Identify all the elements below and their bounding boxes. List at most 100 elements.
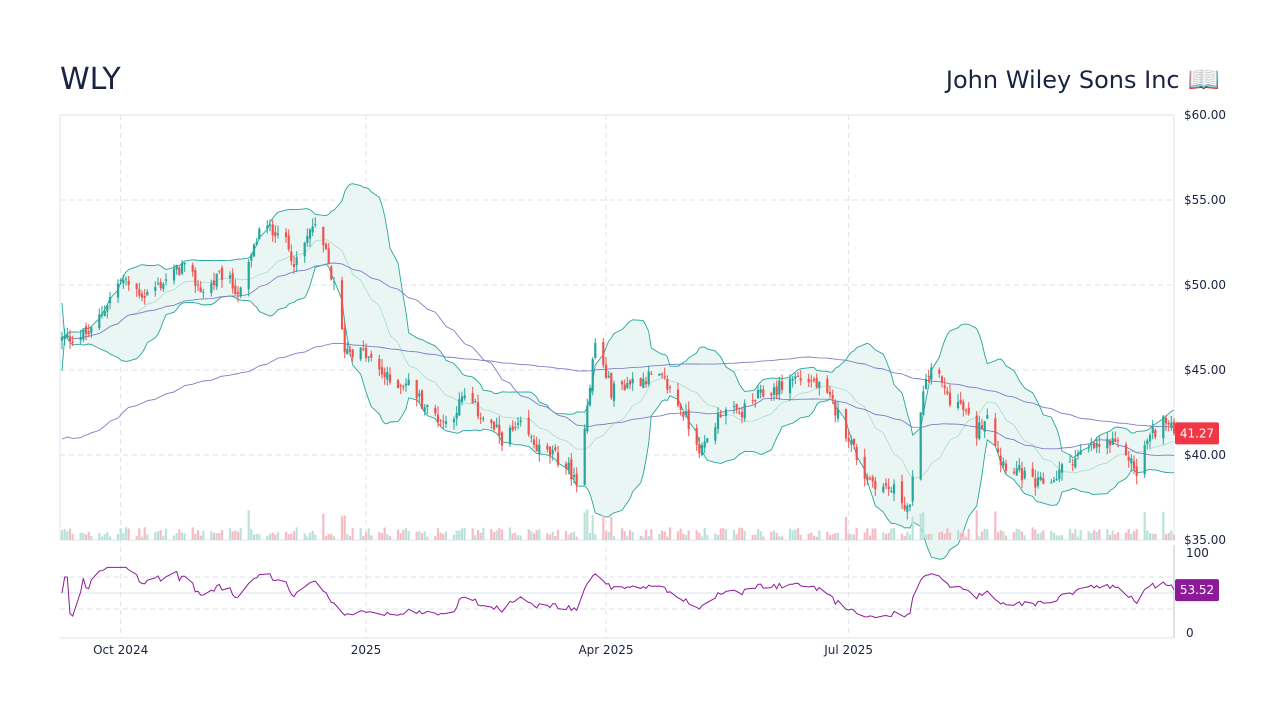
- volume-bar: [124, 527, 128, 540]
- candle-body: [143, 296, 146, 298]
- candle-body: [735, 404, 738, 410]
- volume-bar: [1055, 535, 1058, 540]
- volume-bar: [154, 532, 157, 540]
- candle-body: [556, 452, 560, 465]
- candle-body: [87, 331, 90, 335]
- volume-bar: [815, 536, 818, 540]
- candle-body: [471, 393, 474, 404]
- price-axis-tick: $60.00: [1184, 108, 1226, 122]
- volume-bar: [887, 532, 890, 540]
- candle-body: [975, 415, 978, 439]
- volume-bar: [967, 528, 970, 540]
- candle-body: [108, 297, 112, 303]
- candle-body: [63, 336, 66, 340]
- candle-body: [658, 373, 661, 376]
- volume-bar: [1018, 529, 1021, 540]
- candle-body: [743, 403, 746, 419]
- volume-bar: [1164, 534, 1168, 540]
- candle-body: [1087, 447, 1090, 449]
- candle-body: [436, 414, 440, 423]
- candle-body: [271, 224, 274, 236]
- volume-bar: [919, 513, 922, 540]
- candle-body: [586, 405, 589, 432]
- volume-bar: [452, 534, 456, 540]
- price-axis-tick: $50.00: [1184, 278, 1226, 292]
- volume-bar: [295, 527, 298, 540]
- price-panel-frame: [59, 114, 1175, 541]
- volume-bar: [751, 535, 754, 540]
- candle-body: [138, 289, 141, 296]
- volume-bar: [938, 532, 941, 540]
- volume-bar: [855, 527, 858, 540]
- bollinger-band: [61, 183, 1175, 560]
- volume-bar: [1076, 536, 1080, 540]
- volume-bar: [660, 530, 664, 540]
- candle-body: [364, 347, 368, 358]
- volume-bar: [178, 529, 181, 540]
- candle-body: [884, 483, 888, 486]
- candle-body: [831, 395, 834, 399]
- volume-bar: [250, 528, 253, 540]
- candle-body: [682, 412, 685, 418]
- candle-body: [508, 427, 512, 445]
- candle-body: [444, 421, 448, 424]
- volume-bar: [999, 530, 1002, 540]
- volume-bar: [514, 532, 517, 540]
- volume-bar: [1124, 532, 1128, 540]
- volume-bar: [927, 534, 930, 540]
- volume-bar: [159, 530, 162, 540]
- candle-body: [1162, 416, 1165, 439]
- candle-body: [212, 280, 216, 285]
- candle-body: [407, 379, 410, 385]
- candle-body: [554, 447, 557, 450]
- candle-body: [1020, 468, 1024, 481]
- candle-body: [548, 446, 552, 456]
- volume-bar: [444, 531, 448, 540]
- volume-bar: [439, 532, 442, 540]
- candle-body: [463, 395, 466, 399]
- volume-bar: [922, 511, 925, 540]
- candle-body: [642, 378, 645, 389]
- candle-body: [1111, 438, 1114, 445]
- candle-body: [215, 273, 218, 287]
- volume-bar: [164, 528, 168, 540]
- volume-bar: [463, 528, 466, 540]
- volume-bar: [79, 532, 82, 540]
- candle-body: [983, 421, 986, 432]
- candle-body: [90, 327, 93, 333]
- volume-bar: [863, 532, 866, 540]
- candle-body: [943, 385, 946, 389]
- volume-bar: [442, 533, 445, 540]
- candle-body: [834, 401, 837, 416]
- bollinger-band-area: [62, 183, 1174, 560]
- volume-bar: [799, 534, 802, 540]
- volume-bar: [631, 531, 634, 540]
- volume-bar: [852, 534, 856, 540]
- volume-bar: [532, 533, 536, 540]
- volume-bar: [1079, 530, 1082, 540]
- candle-body: [668, 387, 672, 388]
- candle-body: [770, 393, 773, 396]
- volume-bar: [588, 533, 592, 540]
- price-axis-tick: $55.00: [1184, 193, 1226, 207]
- volume-bar: [1108, 534, 1112, 540]
- volume-bar: [138, 528, 141, 540]
- candle-body: [247, 262, 250, 290]
- candle-body: [1170, 422, 1173, 428]
- candle-body: [1151, 426, 1154, 434]
- candle-body: [308, 229, 312, 239]
- volume-bar: [322, 513, 325, 540]
- candle-body: [359, 347, 362, 360]
- candle-body: [788, 378, 792, 394]
- candle-body: [1060, 464, 1064, 473]
- volume-bar: [420, 533, 424, 540]
- volume-bar: [1114, 534, 1117, 540]
- volume-bar: [572, 531, 576, 540]
- volume-bar: [380, 533, 384, 540]
- volume-bar: [978, 536, 981, 540]
- volume-bar: [183, 533, 186, 540]
- candle-body: [903, 504, 906, 510]
- volume-bar: [668, 527, 672, 540]
- candle-body: [362, 348, 365, 350]
